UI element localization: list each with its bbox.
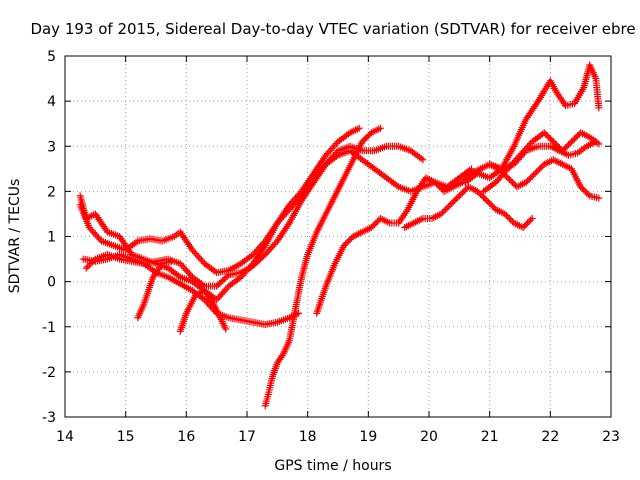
y-tick-label: 3 (47, 139, 56, 155)
series-track-7 (261, 124, 384, 410)
y-tick-label: 4 (47, 94, 56, 110)
y-tick-labels: -3 -2 -1 0 1 2 3 4 5 (42, 49, 56, 426)
x-tick-label: 16 (177, 429, 195, 445)
y-axis-label: SDTVAR / TECUs (7, 179, 23, 294)
series-track-6 (176, 287, 230, 335)
plus-markers (480, 129, 603, 195)
x-tick-label: 20 (420, 429, 438, 445)
series-track-2 (76, 142, 427, 277)
x-tick-label: 21 (481, 429, 499, 445)
y-tick-label: -3 (42, 410, 56, 426)
plus-markers (261, 124, 384, 410)
plus-markers (82, 251, 303, 328)
y-tick-label: 1 (47, 230, 56, 246)
x-tick-label: 19 (359, 429, 377, 445)
plus-markers (76, 142, 427, 277)
chart-title: Day 193 of 2015, Sidereal Day-to-day VTE… (30, 20, 635, 38)
grid (65, 56, 611, 417)
series-track-9 (401, 183, 536, 231)
y-tick-label: 5 (47, 49, 56, 65)
x-tick-label: 14 (56, 429, 74, 445)
axis-ticks (64, 55, 612, 418)
series-track-1 (76, 124, 363, 304)
y-tick-label: 0 (47, 275, 56, 291)
series-track-4 (82, 251, 303, 328)
x-tick-label: 18 (299, 429, 317, 445)
plus-markers (76, 124, 363, 304)
x-tick-label: 17 (238, 429, 256, 445)
y-tick-label: -1 (42, 320, 56, 336)
plus-markers (176, 287, 230, 335)
series-track-12 (486, 138, 600, 173)
plus-markers (486, 138, 600, 173)
x-tick-labels: 14 15 16 17 18 19 20 21 22 23 (56, 429, 620, 445)
x-tick-label: 22 (541, 429, 559, 445)
plus-markers (461, 61, 603, 186)
y-tick-label: 2 (47, 184, 56, 200)
x-axis-label: GPS time / hours (274, 458, 391, 474)
plus-markers (79, 147, 475, 290)
series-track-5 (134, 257, 175, 322)
plus-markers (134, 257, 175, 322)
data-markers (76, 61, 603, 410)
series-track-3 (79, 147, 475, 290)
series-track-11 (480, 129, 603, 195)
x-tick-label: 23 (602, 429, 620, 445)
x-tick-label: 15 (117, 429, 135, 445)
plus-markers (401, 183, 536, 231)
y-tick-label: -2 (42, 365, 56, 381)
series-track-10 (461, 61, 603, 186)
